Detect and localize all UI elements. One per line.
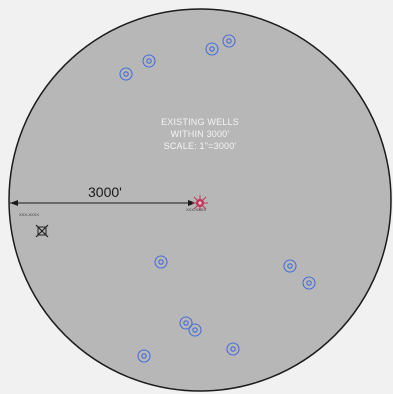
title-line-1: EXISTING WELLS [161, 117, 239, 127]
title-line-2: WITHIN 3000' [170, 129, 230, 139]
existing-well-icon [226, 342, 240, 356]
existing-well-icon [137, 349, 151, 363]
existing-well-icon [222, 34, 236, 48]
existing-well-icon [188, 323, 202, 337]
center-well-label: XXX-XXXX [186, 207, 207, 212]
existing-well-icon [119, 67, 133, 81]
existing-wells [119, 34, 316, 363]
existing-well-icon [142, 54, 156, 68]
radius-distance-label: 3000' [88, 184, 122, 200]
existing-well-icon [205, 42, 219, 56]
existing-well-icon [283, 259, 297, 273]
left-marker-label: XXX-XXXX [19, 212, 40, 217]
existing-well-icon [302, 276, 316, 290]
existing-well-icon [154, 255, 168, 269]
x-marker-icon [35, 224, 49, 238]
scale-label: SCALE: 1"=3000' [163, 141, 237, 151]
center-well-icon [192, 195, 208, 211]
existing-well-icon [179, 316, 193, 330]
